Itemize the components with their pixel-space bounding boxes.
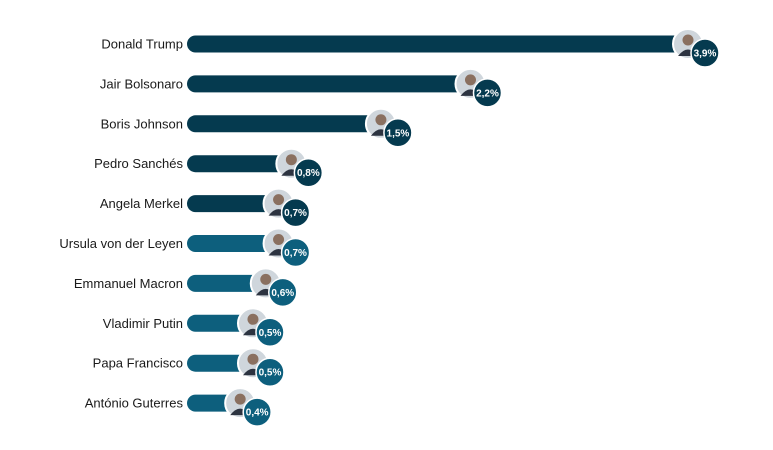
category-label: Ursula von der Leyen [59,236,183,251]
bar-row: Ursula von der Leyen 0,7% [59,227,311,268]
data-label: 0,6% [271,288,294,299]
bar [187,35,686,53]
data-label: 0,5% [259,368,282,379]
value-bubble [242,397,272,427]
bar [187,314,251,332]
bar-row: Pedro Sanchés 0,8% [94,147,324,188]
value-bubble [255,357,285,387]
data-label: 3,9% [694,49,717,60]
value-bubble [280,237,311,268]
bar-row: Angela Merkel 0,7% [100,187,311,228]
category-label: Papa Francisco [93,356,183,371]
bar [187,155,290,173]
value-bubble [293,157,324,188]
category-label: Vladimir Putin [103,316,183,331]
category-label: António Guterres [85,396,184,411]
bar [187,235,277,252]
bar-row: António Guterres 0,4% [85,387,272,427]
category-label: Donald Trump [101,37,183,52]
bar [187,115,379,133]
data-label: 2,2% [476,88,499,99]
value-bubble [280,197,311,228]
category-label: Jair Bolsonaro [100,76,183,91]
bar [187,75,469,93]
value-bubble [255,317,285,348]
category-label: Boris Johnson [101,116,183,131]
category-label: Angela Merkel [100,196,183,211]
category-label: Emmanuel Macron [74,276,183,291]
category-label: Pedro Sanchés [94,156,183,171]
value-bubble [383,118,413,148]
bar-row: Jair Bolsonaro 2,2% [100,67,503,108]
bar-row: Boris Johnson 1,5% [101,107,413,148]
value-bubble [472,78,503,108]
bar-row: Vladimir Putin 0,5% [103,307,285,348]
data-label: 0,8% [297,168,320,179]
data-label: 0,7% [284,248,307,259]
data-label: 0,5% [259,328,282,339]
bar-row: Papa Francisco 0,5% [93,347,285,387]
bar-row: Donald Trump 3,9% [101,28,720,68]
bar [187,274,264,292]
bar [187,354,251,372]
value-bubble [690,38,720,68]
data-label: 0,7% [284,208,307,219]
value-bubble [268,277,298,308]
bar [187,195,277,213]
data-label: 1,5% [387,128,410,139]
data-label: 0,4% [246,408,269,419]
bar-row: Emmanuel Macron 0,6% [74,267,298,308]
